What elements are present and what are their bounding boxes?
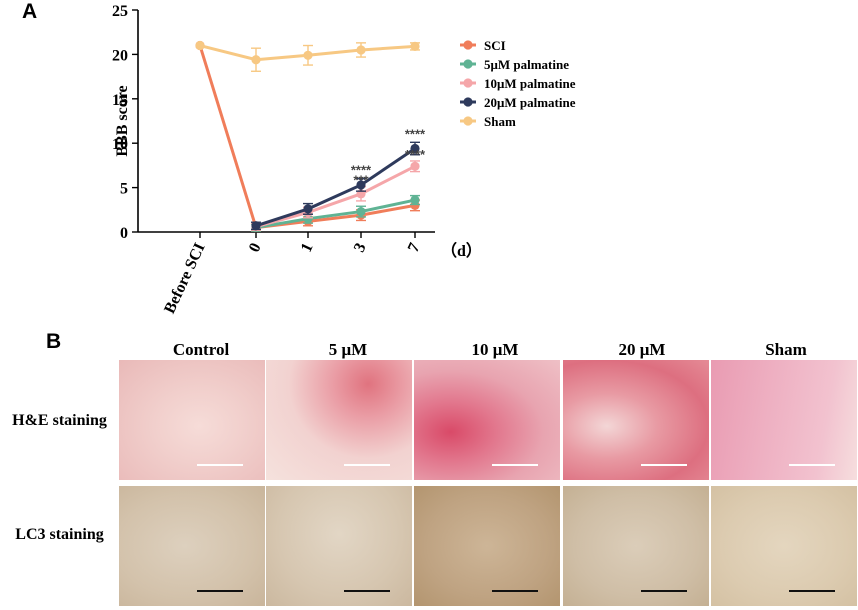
x-tick-label: 1 <box>298 241 317 255</box>
series-line <box>255 147 416 228</box>
scale-bar <box>197 590 243 592</box>
x-axis-unit: （d） <box>441 242 482 260</box>
x-tick-label: 0 <box>246 241 265 255</box>
data-point <box>251 55 261 65</box>
scale-bar <box>492 590 538 592</box>
legend-label: Sham <box>484 114 516 129</box>
column-label-10um: 10 μM <box>471 340 519 359</box>
he-image-control <box>119 360 265 480</box>
data-point <box>251 221 261 231</box>
legend-label: 5μM palmatine <box>484 57 569 72</box>
he-image-10um <box>414 360 560 480</box>
lc3-image-sham <box>711 486 857 606</box>
series-line <box>198 45 416 230</box>
row-label-lc3-staining: LC3 staining <box>15 526 104 543</box>
data-point <box>410 41 420 52</box>
panel-b-label: B <box>46 330 62 353</box>
column-label-sham: Sham <box>765 340 807 359</box>
data-point <box>356 45 366 55</box>
x-tick-label: Before SCI <box>161 241 208 317</box>
scale-bar <box>641 464 687 466</box>
legend-label: SCI <box>484 38 506 53</box>
significance-annotation: **** <box>405 126 426 141</box>
legend-swatch-point <box>463 59 473 69</box>
he-image-sham <box>711 360 857 480</box>
lc3-image-20um <box>563 486 709 606</box>
y-tick-label: 20 <box>112 47 128 64</box>
scale-bar <box>789 464 835 466</box>
y-tick-label: 0 <box>120 225 128 242</box>
he-image-20um <box>563 360 709 480</box>
significance-annotation: *** <box>353 173 369 188</box>
legend-swatch-point <box>463 78 473 88</box>
column-label-5um: 5 μM <box>328 340 368 359</box>
scale-bar <box>344 590 390 592</box>
y-tick-label: 5 <box>120 181 128 198</box>
data-point <box>303 204 313 214</box>
scale-bar <box>641 590 687 592</box>
series-line <box>255 164 416 229</box>
y-tick-label: 10 <box>112 136 128 153</box>
data-point <box>410 161 420 171</box>
he-image-5um <box>266 360 412 480</box>
x-tick-label: 7 <box>405 241 424 255</box>
data-point <box>356 180 366 190</box>
y-tick-label: 15 <box>112 92 128 109</box>
y-tick-label: 25 <box>112 3 128 20</box>
scale-bar <box>492 464 538 466</box>
data-point <box>195 40 205 51</box>
data-point <box>356 206 366 217</box>
data-point <box>410 143 420 154</box>
lc3-image-5um <box>266 486 412 606</box>
legend-label: 10μM palmatine <box>484 76 576 91</box>
lc3-image-10um <box>414 486 560 606</box>
bbb-score-chart: 0 5 10 15 20 25 BBB score Before SCI 0 1 3 7 （d） ***… <box>112 3 576 317</box>
row-label-he-staining: H&E staining <box>12 412 107 429</box>
legend-swatch-point <box>463 116 473 126</box>
column-label-control: Control <box>172 340 230 359</box>
lc3-image-control <box>119 486 265 606</box>
legend-label: 20μM palmatine <box>484 95 576 110</box>
data-point <box>303 50 313 60</box>
series-line <box>255 198 416 230</box>
legend-swatch-point <box>463 97 473 107</box>
column-label-20um: 20 μM <box>618 340 666 359</box>
x-tick-label: 3 <box>351 241 370 255</box>
scale-bar <box>344 464 390 466</box>
scale-bar <box>197 464 243 466</box>
legend-swatch-point <box>463 40 473 50</box>
y-axis-label: BBB score <box>114 85 131 156</box>
significance-annotation: **** <box>405 147 426 162</box>
significance-annotation: **** <box>351 163 372 178</box>
data-point <box>410 195 420 205</box>
scale-bar <box>789 590 835 592</box>
panel-a-label: A <box>22 0 38 23</box>
